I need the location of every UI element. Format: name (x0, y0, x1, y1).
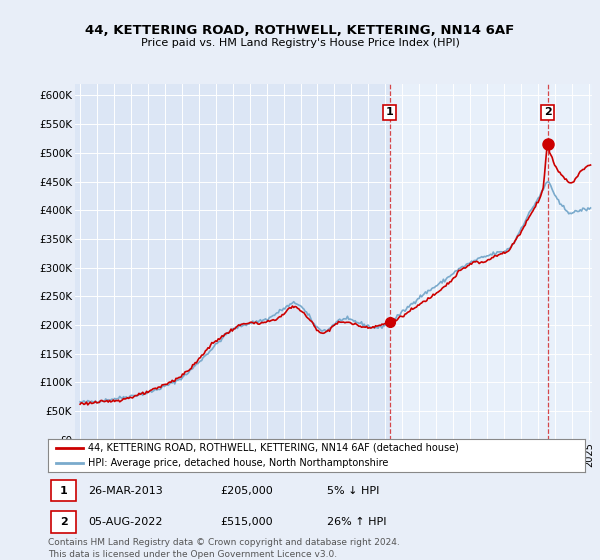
Bar (389, 84, 600, 440)
Text: £515,000: £515,000 (220, 517, 272, 527)
Text: 2: 2 (59, 517, 67, 527)
Text: 26-MAR-2013: 26-MAR-2013 (88, 486, 163, 496)
Text: 5% ↓ HPI: 5% ↓ HPI (327, 486, 380, 496)
Text: Contains HM Land Registry data © Crown copyright and database right 2024.: Contains HM Land Registry data © Crown c… (48, 538, 400, 547)
Text: 1: 1 (386, 108, 394, 118)
Text: £205,000: £205,000 (220, 486, 272, 496)
Text: Price paid vs. HM Land Registry's House Price Index (HPI): Price paid vs. HM Land Registry's House … (140, 38, 460, 48)
Text: This data is licensed under the Open Government Licence v3.0.: This data is licensed under the Open Gov… (48, 550, 337, 559)
Text: HPI: Average price, detached house, North Northamptonshire: HPI: Average price, detached house, Nort… (88, 458, 389, 468)
FancyBboxPatch shape (50, 511, 76, 533)
Text: 05-AUG-2022: 05-AUG-2022 (88, 517, 163, 527)
Text: 44, KETTERING ROAD, ROTHWELL, KETTERING, NN14 6AF (detached house): 44, KETTERING ROAD, ROTHWELL, KETTERING,… (88, 443, 459, 453)
Text: 1: 1 (59, 486, 67, 496)
FancyBboxPatch shape (50, 480, 76, 501)
Text: 44, KETTERING ROAD, ROTHWELL, KETTERING, NN14 6AF: 44, KETTERING ROAD, ROTHWELL, KETTERING,… (85, 24, 515, 36)
Text: 2: 2 (544, 108, 551, 118)
Text: 26% ↑ HPI: 26% ↑ HPI (327, 517, 387, 527)
